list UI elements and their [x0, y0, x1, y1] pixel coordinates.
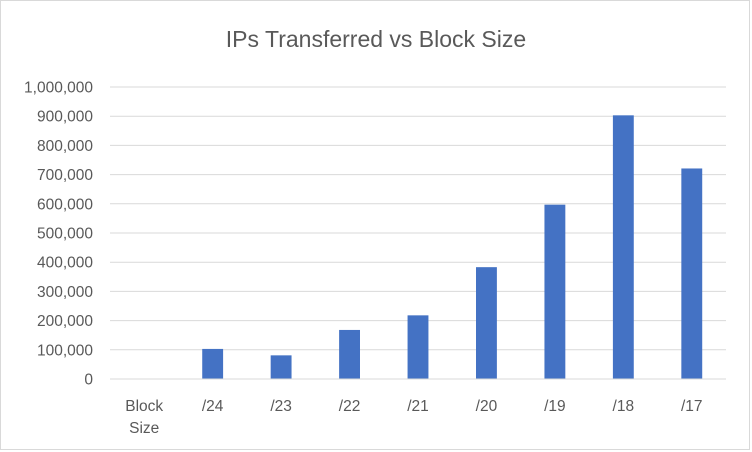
- bar: [612, 115, 634, 379]
- bar: [544, 204, 566, 379]
- y-tick-label: 200,000: [37, 313, 93, 330]
- x-axis-tick-labels: Block Size/24/23/22/21/20/19/18/17: [125, 398, 702, 437]
- y-tick-label: 300,000: [37, 284, 93, 301]
- x-tick-label: /24: [202, 398, 224, 415]
- bar: [476, 267, 497, 379]
- x-tick-label: /17: [681, 398, 703, 415]
- y-tick-label: 900,000: [37, 109, 93, 126]
- y-tick-label: 700,000: [37, 167, 93, 184]
- y-tick-label: 400,000: [37, 255, 93, 272]
- x-tick-label: Block Size: [125, 398, 163, 437]
- y-tick-label: 1,000,000: [24, 80, 93, 97]
- bars: [202, 115, 703, 379]
- x-tick-label: /19: [544, 398, 566, 415]
- bar: [407, 315, 429, 379]
- x-tick-label: /22: [339, 398, 361, 415]
- chart-title: IPs Transferred vs Block Size: [225, 26, 527, 52]
- bar: [270, 355, 292, 379]
- y-axis-tick-labels: 0 100,000 200,000 300,000 400,000 500,000 600,…: [24, 80, 93, 389]
- y-tick-label: 600,000: [37, 196, 93, 213]
- x-tick-label: /21: [407, 398, 429, 415]
- bar: [339, 329, 360, 379]
- y-tick-label: 800,000: [37, 138, 93, 155]
- y-tick-label: 0: [84, 372, 93, 389]
- y-tick-label: 100,000: [37, 342, 93, 359]
- x-tick-label: /20: [476, 398, 498, 415]
- x-tick-label: /23: [270, 398, 292, 415]
- y-tick-label: 500,000: [37, 226, 93, 243]
- bar: [202, 348, 224, 379]
- x-tick-label: /18: [613, 398, 635, 415]
- bar: [681, 168, 703, 379]
